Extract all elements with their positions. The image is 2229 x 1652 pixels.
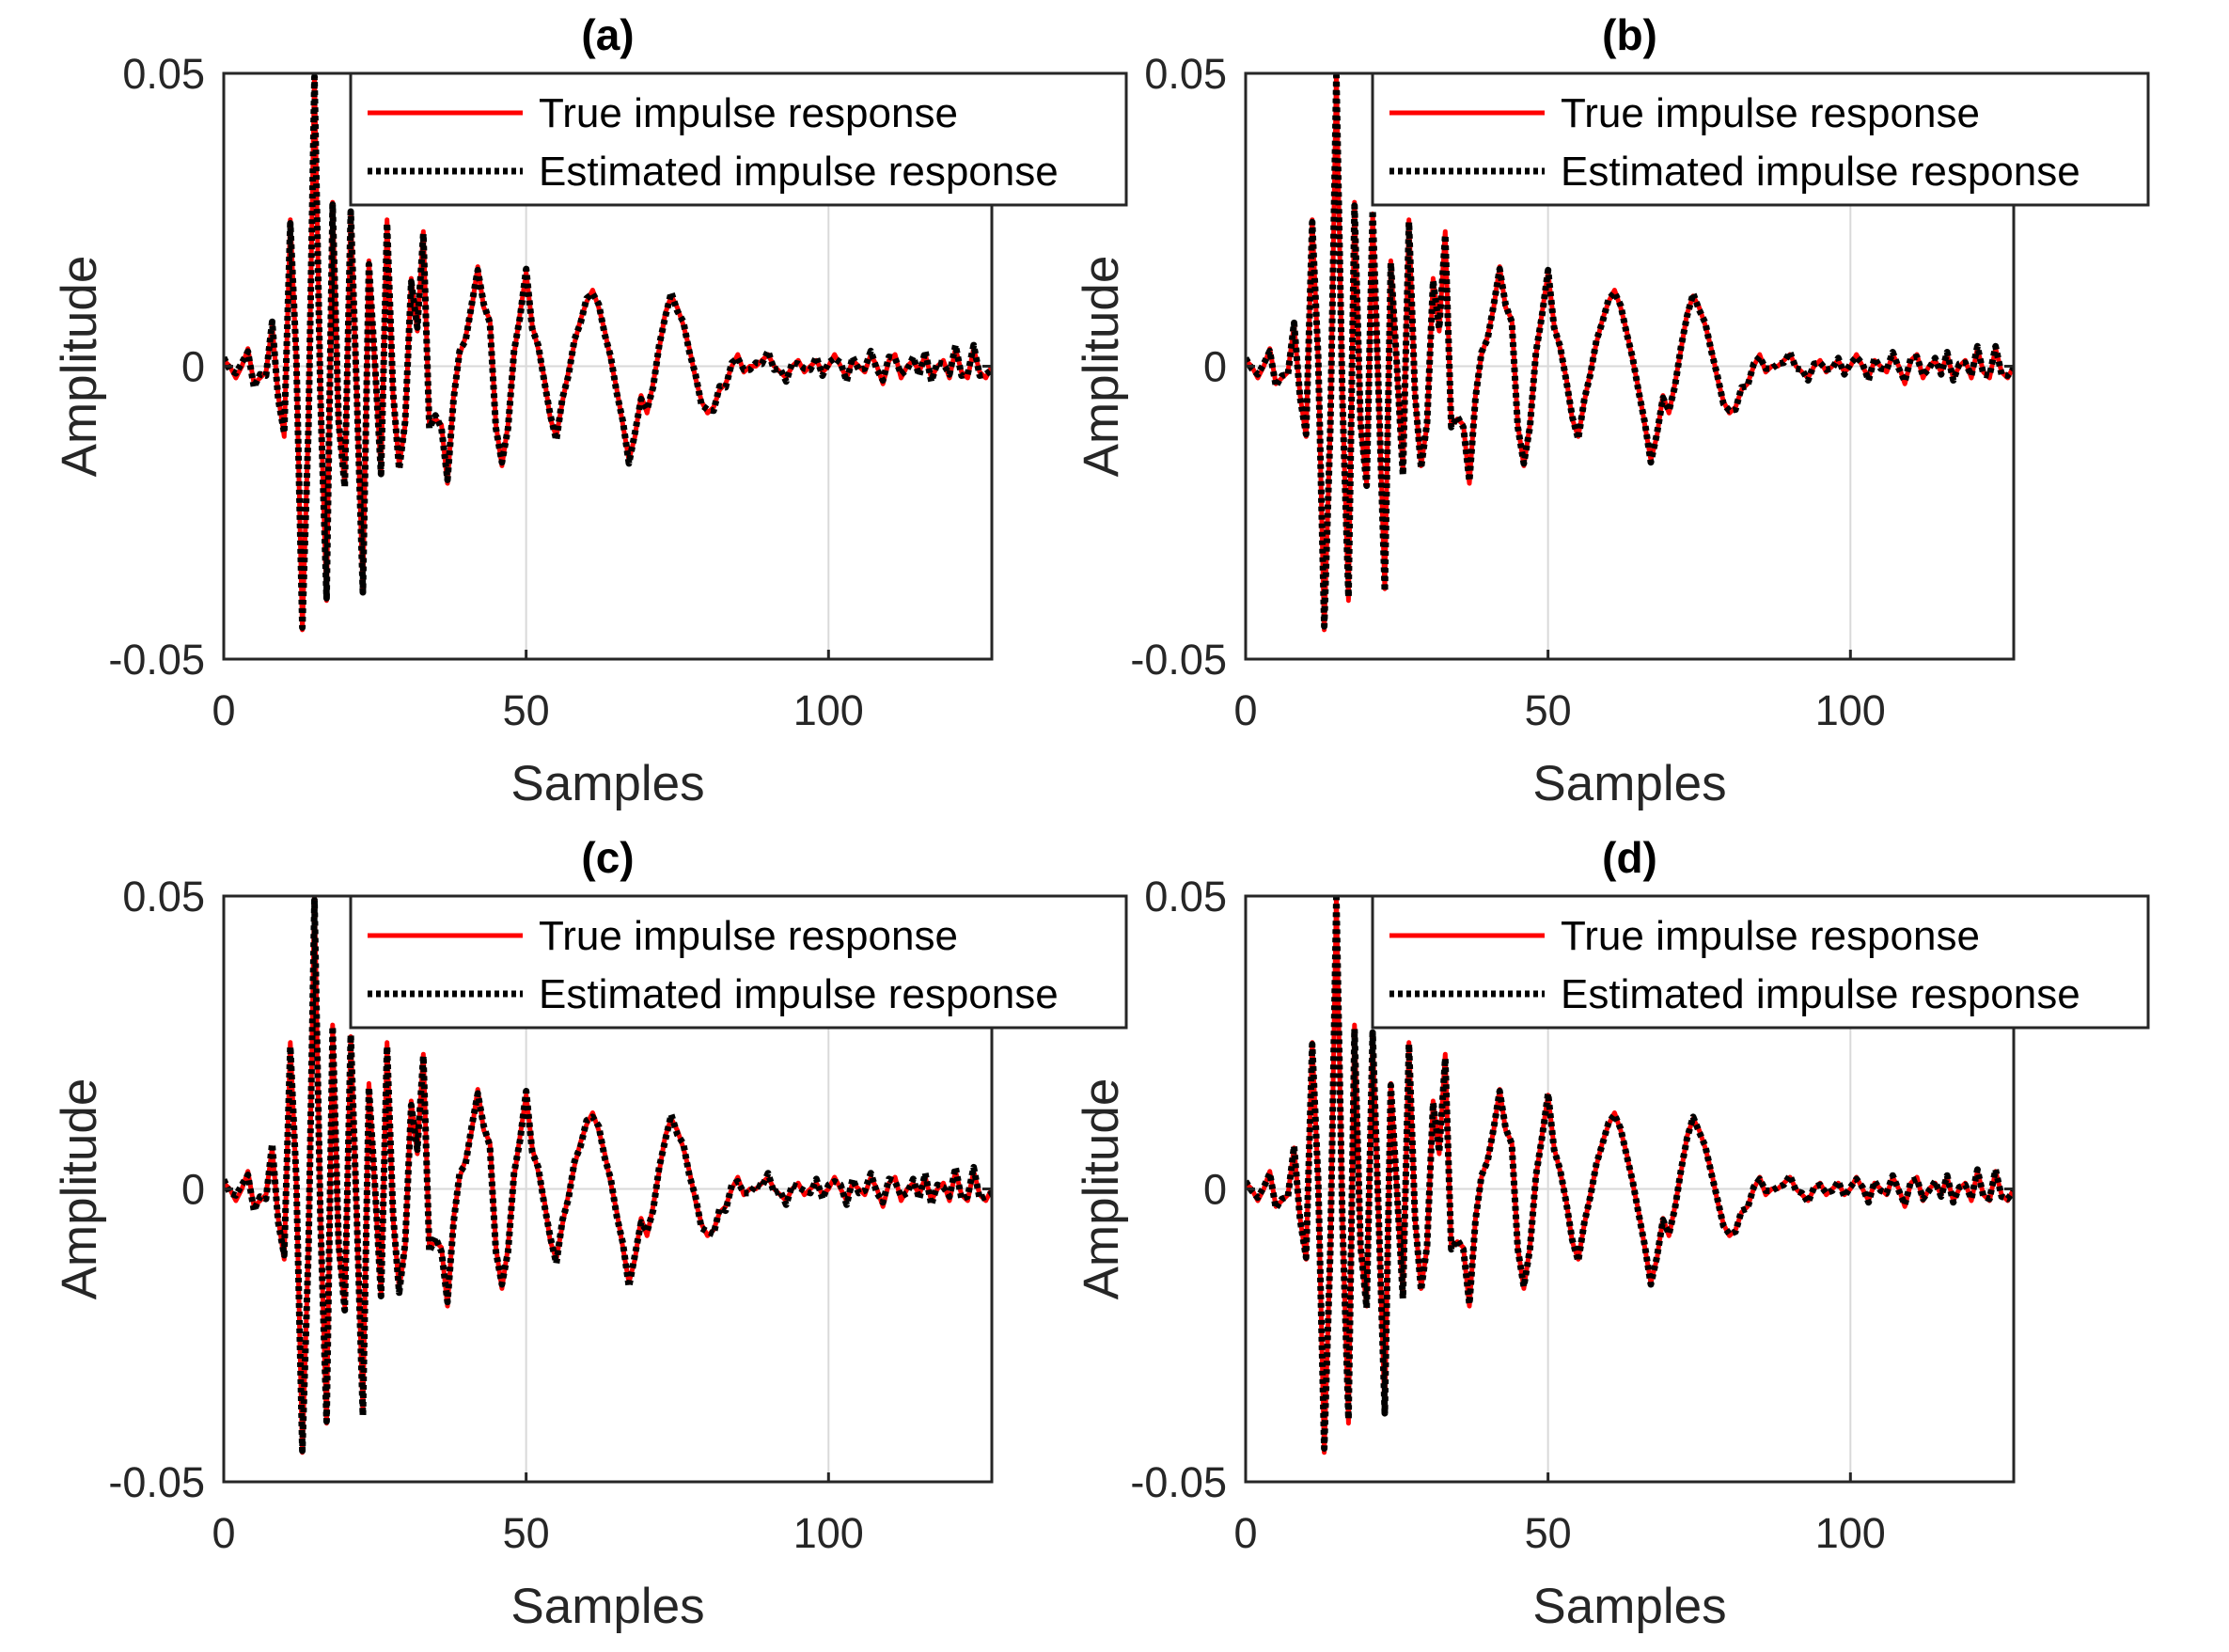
x-tick-label: 100 <box>793 1509 864 1557</box>
y-tick-label: 0 <box>181 343 205 391</box>
y-axis-label: Amplitude <box>52 256 107 478</box>
x-tick-label: 50 <box>503 686 550 734</box>
x-axis-label: Samples <box>510 1579 704 1634</box>
legend-label: Estimated impulse response <box>539 971 1059 1017</box>
series-group <box>1246 896 2014 1455</box>
panel-title: (c) <box>581 833 634 882</box>
x-tick-label: 0 <box>1233 686 1257 734</box>
panel-d: 0 50 100-0.0500.05(d)SamplesAmplitudeTrue … <box>1074 833 2150 1634</box>
panel-c: 0 50 100-0.0500.05(c)SamplesAmplitudeTrue … <box>52 833 1128 1634</box>
x-tick-label: 50 <box>503 1509 550 1557</box>
legend-label: Estimated impulse response <box>539 149 1059 195</box>
y-tick-label: 0 <box>1203 343 1227 391</box>
y-axis-label: Amplitude <box>52 1078 107 1300</box>
x-axis-label: Samples <box>1532 756 1726 811</box>
legend-box <box>1371 71 2150 207</box>
y-tick-label: -0.05 <box>108 1458 205 1506</box>
legend-label: True impulse response <box>539 913 958 959</box>
panel-title: (d) <box>1602 833 1657 882</box>
x-tick-label: 0 <box>212 686 235 734</box>
legend-box <box>1371 894 2150 1030</box>
x-axis-label: Samples <box>510 756 704 811</box>
series-group <box>1246 73 2014 633</box>
x-tick-label: 100 <box>1815 686 1886 734</box>
series-group <box>224 896 992 1455</box>
panel-a: 0 50 100-0.0500.05(a)SamplesAmplitudeTrue … <box>52 10 1128 811</box>
y-axis-label: Amplitude <box>1074 1078 1129 1300</box>
series-group <box>224 73 992 633</box>
y-tick-label: 0.05 <box>1144 50 1227 98</box>
y-tick-label: 0 <box>181 1166 205 1214</box>
panel-title: (b) <box>1602 10 1657 59</box>
series-line-estimated <box>224 73 992 631</box>
panel-b: 0 50 100-0.0500.05(b)SamplesAmplitudeTrue … <box>1074 10 2150 811</box>
y-tick-label: 0 <box>1203 1166 1227 1214</box>
legend-label: Estimated impulse response <box>1561 971 2080 1017</box>
legend-label: Estimated impulse response <box>1561 149 2080 195</box>
y-tick-label: -0.05 <box>1130 636 1227 684</box>
y-axis-label: Amplitude <box>1074 256 1129 478</box>
x-tick-label: 100 <box>793 686 864 734</box>
y-tick-label: 0.05 <box>122 50 205 98</box>
x-tick-label: 50 <box>1525 686 1572 734</box>
x-tick-label: 50 <box>1525 1509 1572 1557</box>
legend-box <box>349 71 1128 207</box>
x-axis-label: Samples <box>1532 1579 1726 1634</box>
x-tick-label: 100 <box>1815 1509 1886 1557</box>
series-line-estimated <box>224 896 992 1455</box>
x-tick-label: 0 <box>212 1509 235 1557</box>
y-tick-label: 0.05 <box>1144 873 1227 920</box>
legend: True impulse response Estimated impulse r… <box>349 71 1128 207</box>
series-line-estimated <box>1246 73 2014 630</box>
legend-label: True impulse response <box>539 90 958 136</box>
x-tick-label: 0 <box>1233 1509 1257 1557</box>
legend: True impulse response Estimated impulse r… <box>349 894 1128 1030</box>
legend-box <box>349 894 1128 1030</box>
y-tick-label: -0.05 <box>1130 1458 1227 1506</box>
y-tick-label: 0.05 <box>122 873 205 920</box>
legend: True impulse response Estimated impulse r… <box>1371 894 2150 1030</box>
legend-label: True impulse response <box>1561 90 1980 136</box>
y-tick-label: -0.05 <box>108 636 205 684</box>
panel-title: (a) <box>581 10 634 59</box>
legend-label: True impulse response <box>1561 913 1980 959</box>
legend: True impulse response Estimated impulse r… <box>1371 71 2150 207</box>
series-line-estimated <box>1246 896 2014 1452</box>
